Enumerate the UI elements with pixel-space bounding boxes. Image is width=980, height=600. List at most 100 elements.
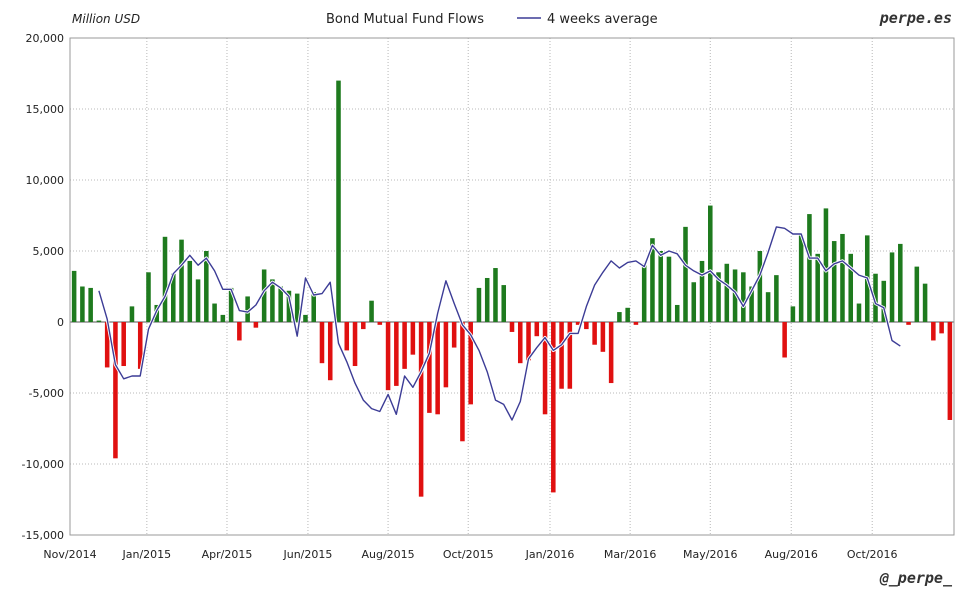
flow-bar [311, 292, 316, 322]
flow-bar [261, 269, 267, 322]
flow-bar [484, 277, 490, 322]
flow-bar [286, 290, 292, 322]
flow-bar [476, 287, 482, 322]
flow-bar [402, 322, 407, 369]
flow-bar [146, 272, 151, 322]
flow-bar [427, 322, 432, 413]
flow-bar [732, 269, 738, 322]
flow-bar [137, 322, 143, 369]
flow-bar [658, 251, 663, 322]
flow-bar [451, 322, 457, 348]
flow-bar [567, 322, 573, 389]
y-tick-label: 20,000 [26, 32, 65, 45]
x-tick-label: Oct/2016 [847, 548, 898, 561]
y-tick-label: 10,000 [26, 174, 65, 187]
flow-bar [88, 287, 93, 322]
flow-bar [716, 272, 721, 322]
flow-bar [559, 322, 564, 389]
flow-bar [765, 292, 771, 322]
flow-bar [774, 275, 779, 322]
flow-bar [856, 303, 862, 322]
flow-bar [410, 322, 416, 355]
flow-bar [179, 239, 184, 322]
flow-bar [104, 322, 110, 368]
bar-layer [71, 80, 953, 497]
flow-bar [815, 253, 820, 322]
flow-bar [96, 320, 102, 322]
flow-bar [790, 306, 796, 322]
flow-bar [782, 322, 787, 358]
x-tick-label: Jan/2016 [525, 548, 575, 561]
average-line [98, 226, 901, 421]
flow-bar [807, 214, 812, 322]
flow-bar [228, 287, 234, 322]
flow-bar [212, 303, 217, 322]
flow-bar [344, 322, 350, 351]
flow-bar [253, 322, 259, 328]
flow-bar [757, 251, 763, 322]
flow-bar [708, 205, 713, 322]
flow-bar [666, 256, 672, 322]
y-tick-label: 0 [57, 316, 64, 329]
flow-bar [683, 226, 688, 322]
flow-bar [823, 208, 829, 322]
flow-bar [237, 322, 242, 341]
x-tick-label: Nov/2014 [43, 548, 96, 561]
flow-bar [517, 322, 523, 364]
flow-bar [931, 322, 936, 341]
flow-bar [113, 322, 118, 459]
flow-bar [80, 286, 85, 322]
flow-bar [493, 268, 498, 322]
y-tick-label: -10,000 [22, 458, 64, 471]
flow-bar [336, 80, 341, 322]
x-tick-label: Jan/2015 [121, 548, 171, 561]
flow-bar [674, 304, 680, 322]
flow-bar [534, 322, 540, 337]
flow-bar [270, 279, 275, 322]
flow-bar [881, 280, 887, 322]
flow-bar [939, 322, 944, 334]
flow-bar [608, 322, 614, 384]
flow-bar [460, 322, 465, 442]
axis-layer: -15,000 -10,000 -5,000 0 5,000 10,000 15,000 20… [22, 32, 955, 561]
y-tick-label: 5,000 [33, 245, 65, 258]
flow-bar [369, 300, 374, 322]
flow-bar [162, 236, 168, 322]
flow-bar [245, 296, 250, 322]
flow-bar [650, 238, 655, 322]
x-tick-label: Aug/2015 [361, 548, 414, 561]
flow-bar [898, 243, 903, 322]
flow-bar [575, 322, 581, 325]
flow-bar [798, 235, 804, 322]
brand-watermark: perpe.es [879, 9, 952, 27]
flow-bar [121, 322, 126, 367]
flow-bar [278, 286, 283, 322]
flow-bar [501, 285, 507, 322]
flow-bar [592, 322, 597, 345]
flow-bar [848, 253, 854, 322]
line-layer [97, 225, 902, 422]
plot-frame [69, 37, 955, 536]
flow-bar [187, 260, 193, 322]
flow-bar [509, 322, 515, 332]
flow-bar [526, 322, 531, 361]
x-tick-label: Oct/2015 [443, 548, 494, 561]
flow-bar [303, 314, 308, 322]
flow-bar [831, 241, 837, 322]
flow-bar [294, 293, 300, 322]
flow-bar [71, 270, 77, 322]
x-tick-label: Aug/2016 [765, 548, 818, 561]
flow-bar [327, 322, 333, 381]
flow-bar [468, 322, 473, 405]
flow-bar [220, 314, 226, 322]
flow-bar [633, 322, 639, 325]
flow-bar [443, 322, 449, 388]
flow-bar [129, 306, 135, 322]
flow-bar [617, 312, 622, 322]
flow-bar [699, 260, 705, 322]
flow-bar [922, 283, 928, 322]
flow-bar [551, 322, 556, 493]
flow-bar [641, 263, 647, 322]
flow-bar [542, 322, 548, 415]
flow-bar [906, 322, 911, 325]
